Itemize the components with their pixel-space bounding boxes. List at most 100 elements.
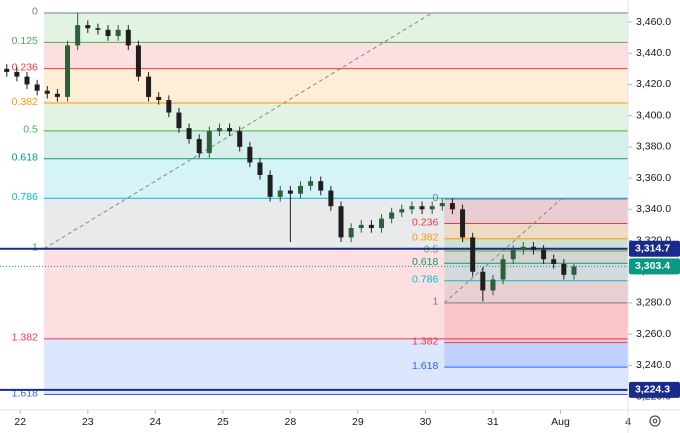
candle-body <box>135 45 141 77</box>
fib-band <box>43 158 629 199</box>
candle-body <box>530 246 536 250</box>
x-tick-label: 23 <box>82 416 94 428</box>
fib-level-label: 0.618 <box>12 151 38 163</box>
candle-body <box>480 271 486 291</box>
fib-level-label: 0.382 <box>412 231 438 243</box>
candle-body <box>541 249 547 260</box>
candle-body <box>571 266 577 275</box>
fib-level-label: 0 <box>32 6 38 18</box>
fib-trend-line <box>443 198 562 304</box>
y-axis-bg <box>629 0 680 409</box>
candle-body <box>237 131 243 147</box>
y-tick-label: 3,400.0 <box>636 109 671 121</box>
fib-band <box>444 263 628 281</box>
fib-level-label: 0.382 <box>12 96 38 108</box>
fib-band <box>43 130 629 159</box>
y-tick-label: 3,260.0 <box>636 328 671 340</box>
fib-level-label: 0.236 <box>412 216 438 228</box>
x-tick-label: Aug <box>551 416 570 428</box>
fib-band <box>43 42 629 69</box>
fib-band <box>444 198 628 224</box>
candle-body <box>368 224 374 229</box>
candle-body <box>176 112 182 129</box>
candle-body <box>267 174 273 197</box>
candle-body <box>318 181 324 191</box>
fib-level-label: 1.618 <box>412 360 438 372</box>
price-tag-label: 3,314.7 <box>635 243 670 255</box>
candle-body <box>257 162 263 175</box>
candle-body <box>429 206 435 210</box>
fib-level-label: 0 <box>432 192 438 204</box>
x-axis-bg <box>0 411 628 433</box>
x-tick-label: 30 <box>420 416 432 428</box>
fib-level-label: 1.382 <box>412 335 438 347</box>
candle-body <box>287 190 293 194</box>
y-tick-label: 3,440.0 <box>636 47 671 59</box>
fib-level-label: 0.125 <box>12 35 38 47</box>
candle-body <box>4 68 10 72</box>
y-tick-label: 3,420.0 <box>636 78 671 90</box>
candle-body <box>44 90 50 94</box>
candle-body <box>156 96 162 101</box>
candle-body <box>439 203 445 207</box>
fib-band <box>43 68 629 104</box>
candle-body <box>389 212 395 219</box>
candle-body <box>125 29 131 46</box>
candle-body <box>105 29 111 37</box>
y-tick-label: 3,340.0 <box>636 203 671 215</box>
settings-icon[interactable] <box>649 415 661 427</box>
y-tick-label: 3,460.0 <box>636 16 671 28</box>
candle-body <box>358 224 364 229</box>
candle-body <box>470 237 476 272</box>
candle-body <box>328 190 334 207</box>
candle-body <box>85 25 91 29</box>
candle-body <box>196 139 202 154</box>
candle-body <box>14 71 20 77</box>
candle-body <box>65 45 71 97</box>
candle-body <box>186 128 192 140</box>
candle-body <box>419 206 425 210</box>
candle-body <box>75 25 81 46</box>
candle-body <box>449 203 455 210</box>
candle-body <box>490 279 496 291</box>
candle-body <box>216 128 222 132</box>
fib-bands <box>43 12 629 395</box>
price-tag-label: 3,303.4 <box>635 260 670 272</box>
fib-level-label: 1.382 <box>12 332 38 344</box>
fib-band <box>444 280 628 303</box>
candle-body <box>95 28 101 30</box>
fib-band <box>444 223 628 239</box>
x-tick-label: 25 <box>217 416 229 428</box>
x-tick-label: 28 <box>285 416 297 428</box>
y-tick-label: 3,240.0 <box>636 359 671 371</box>
candle-body <box>348 228 354 238</box>
fib-trend-line <box>43 12 433 250</box>
fib-level-label: 0.5 <box>23 124 38 136</box>
y-tick-label: 3,360.0 <box>636 172 671 184</box>
candle-body <box>379 218 385 229</box>
fib-band <box>43 103 629 131</box>
candle-body <box>500 259 506 280</box>
candle-body <box>409 206 415 210</box>
fib-band <box>43 12 629 43</box>
fib-level-label: 0.236 <box>12 61 38 73</box>
price-tag-label: 3,224.3 <box>635 384 670 396</box>
fib-level-label: 0.786 <box>412 273 438 285</box>
fib-level-label: 1 <box>432 296 438 308</box>
candle-body <box>551 259 557 264</box>
candle-body <box>115 29 121 37</box>
fib-level-label: 0.786 <box>12 191 38 203</box>
x-tick-label: 24 <box>149 416 161 428</box>
x-tick-label: 22 <box>14 416 26 428</box>
candle-body <box>34 84 40 91</box>
candle-body <box>297 185 303 194</box>
fib-level-label: 0.618 <box>412 256 438 268</box>
price-tag <box>629 381 680 398</box>
price-tag <box>629 258 680 275</box>
candle-body <box>146 76 152 97</box>
candle-body <box>520 246 526 250</box>
candle-body <box>510 249 516 260</box>
candle-body <box>460 209 466 238</box>
